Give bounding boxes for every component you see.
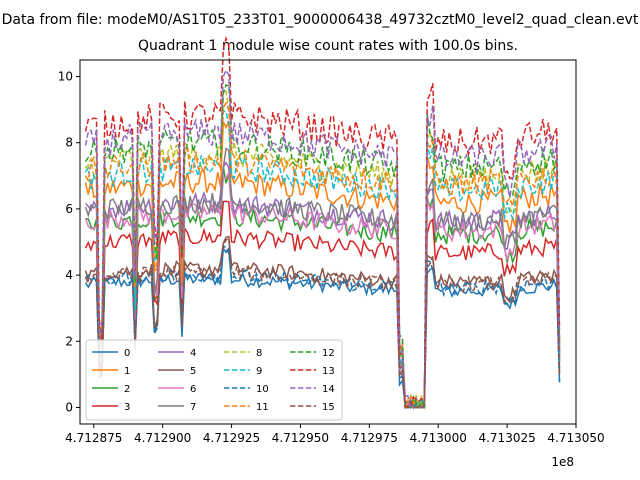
legend-label-10: 10	[256, 384, 269, 395]
x-tick-label: 4.712925	[203, 431, 260, 445]
legend-label-2: 2	[124, 384, 130, 395]
series-line-8	[84, 89, 561, 409]
x-tick-label: 4.712950	[272, 431, 329, 445]
series-line-13	[84, 36, 561, 409]
figure-suptitle: Data from file: modeM0/AS1T05_233T01_900…	[2, 12, 639, 28]
y-tick-label: 0	[65, 400, 73, 414]
series-line-3	[84, 200, 561, 409]
x-tick-label: 4.712900	[134, 431, 191, 445]
legend-label-14: 14	[322, 384, 335, 395]
y-tick-label: 6	[65, 202, 73, 216]
series-line-5	[84, 235, 561, 409]
x-tick-label: 4.713050	[547, 431, 604, 445]
legend-label-1: 1	[124, 366, 130, 377]
x-tick-label: 4.712975	[341, 431, 398, 445]
legend-label-11: 11	[256, 402, 269, 413]
series-line-15	[84, 237, 561, 409]
chart-title: Quadrant 1 module wise count rates with …	[138, 38, 518, 54]
legend-label-9: 9	[256, 366, 262, 377]
legend-label-13: 13	[322, 366, 335, 377]
legend-label-12: 12	[322, 348, 335, 359]
x-tick-label: 4.713025	[478, 431, 535, 445]
legend-label-0: 0	[124, 348, 130, 359]
series-line-11	[84, 101, 561, 410]
series-line-7	[84, 147, 561, 409]
series-line-10	[84, 243, 561, 409]
plot-lines	[84, 36, 561, 411]
legend-label-8: 8	[256, 348, 262, 359]
legend-label-15: 15	[322, 402, 335, 413]
y-tick-label: 4	[65, 268, 73, 282]
legend-label-4: 4	[190, 348, 196, 359]
legend-label-7: 7	[190, 402, 196, 413]
series-line-4	[84, 161, 561, 410]
y-tick-label: 2	[65, 334, 73, 348]
legend-label-5: 5	[190, 366, 196, 377]
y-axis: 0 2 4 6 8 10	[58, 70, 80, 414]
y-tick-label: 8	[65, 136, 73, 150]
series-line-14	[84, 68, 561, 409]
x-tick-label: 4.713000	[410, 431, 467, 445]
legend-label-3: 3	[124, 402, 130, 413]
legend-box	[85, 339, 343, 421]
x-axis: 4.712875 4.712900 4.712925 4.712950 4.712975…	[65, 424, 605, 445]
series-line-1	[84, 120, 561, 409]
x-offset-label: 1e8	[551, 455, 574, 469]
y-tick-label: 10	[58, 70, 73, 84]
series-line-12	[84, 84, 561, 410]
axes-frame	[79, 59, 577, 425]
x-tick-label: 4.712875	[65, 431, 122, 445]
legend-label-6: 6	[190, 384, 196, 395]
